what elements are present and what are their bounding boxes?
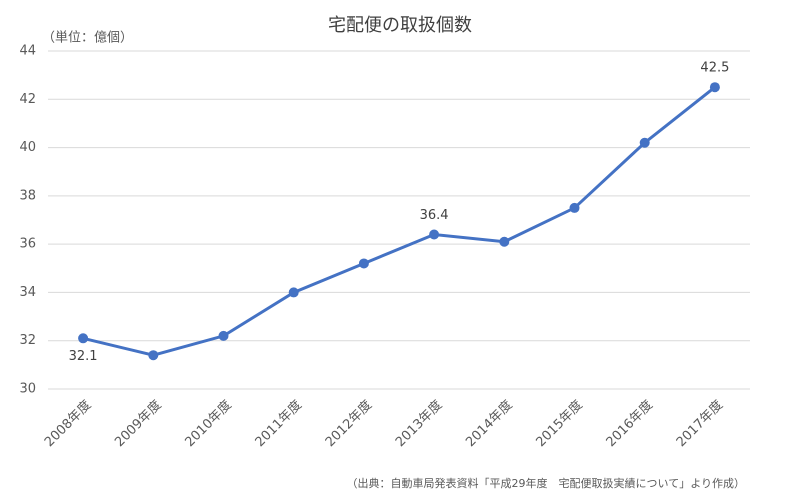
x-tick-label: 2011年度 (252, 397, 305, 450)
data-label: 36.4 (420, 208, 449, 223)
data-point (639, 137, 650, 148)
y-tick-label: 42 (19, 92, 36, 107)
y-tick-label: 44 (19, 44, 36, 59)
y-tick-label: 38 (19, 188, 36, 203)
y-tick-label: 36 (19, 237, 36, 252)
y-tick-label: 32 (19, 333, 36, 348)
data-line (82, 86, 716, 357)
data-point (78, 333, 89, 344)
x-tick-label: 2012年度 (322, 397, 375, 450)
data-point (218, 330, 229, 341)
y-tick-label: 40 (19, 140, 36, 155)
x-tick-label: 2008年度 (41, 397, 94, 450)
unit-label: （単位：億個） (42, 30, 133, 46)
x-tick-label: 2015年度 (533, 397, 586, 450)
y-tick-label: 30 (19, 382, 36, 397)
data-point (429, 229, 440, 240)
data-point (288, 287, 299, 298)
data-point (358, 258, 369, 269)
data-point (148, 350, 159, 361)
source-note: （出典：自動車局発表資料「平成29年度 宅配便取扱実績について」より作成） (347, 476, 745, 490)
x-tick-label: 2013年度 (392, 397, 445, 450)
data-label: 32.1 (69, 349, 98, 364)
chart-title: 宅配便の取扱個数 (328, 15, 472, 36)
data-point (569, 202, 580, 213)
data-point (499, 236, 510, 247)
data-point (709, 82, 720, 93)
x-tick-label: 2017年度 (673, 397, 726, 450)
x-tick-label: 2009年度 (112, 397, 165, 450)
y-tick-label: 34 (19, 285, 36, 300)
x-tick-label: 2016年度 (603, 397, 656, 450)
x-tick-label: 2010年度 (182, 397, 235, 450)
x-tick-label: 2014年度 (463, 397, 516, 450)
data-label: 42.5 (700, 61, 729, 76)
